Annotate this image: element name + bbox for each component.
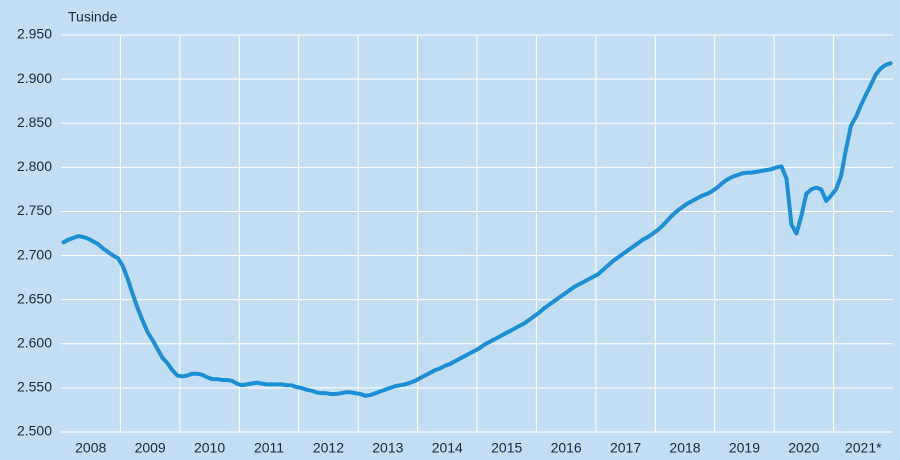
x-tick-label: 2014 [432,440,463,456]
x-tick-label: 2008 [75,440,106,456]
x-tick-label: 2016 [551,440,582,456]
x-tick-label: 2011 [254,440,284,456]
y-tick-label: 2.700 [17,246,52,262]
y-tick-label: 2.750 [17,202,52,218]
x-tick-label: 2020 [788,440,819,456]
x-tick-label: 2021* [845,440,882,456]
x-tick-label: 2018 [669,440,700,456]
y-unit-label: Tusinde [68,9,118,25]
x-tick-label: 2019 [729,440,760,456]
x-tick-label: 2017 [610,440,641,456]
y-tick-label: 2.550 [17,379,52,395]
y-tick-label: 2.900 [17,70,52,86]
x-tick-label: 2009 [135,440,166,456]
x-tick-label: 2013 [372,440,403,456]
y-tick-label: 2.950 [17,26,52,42]
x-tick-label: 2010 [194,440,225,456]
data-line [61,61,893,398]
y-tick-label: 2.850 [17,114,52,130]
x-tick-label: 2012 [313,440,344,456]
y-tick-label: 2.600 [17,334,52,350]
y-tick-label: 2.500 [17,423,52,439]
y-tick-label: 2.650 [17,290,52,306]
y-tick-label: 2.800 [17,158,52,174]
x-tick-label: 2015 [491,440,522,456]
